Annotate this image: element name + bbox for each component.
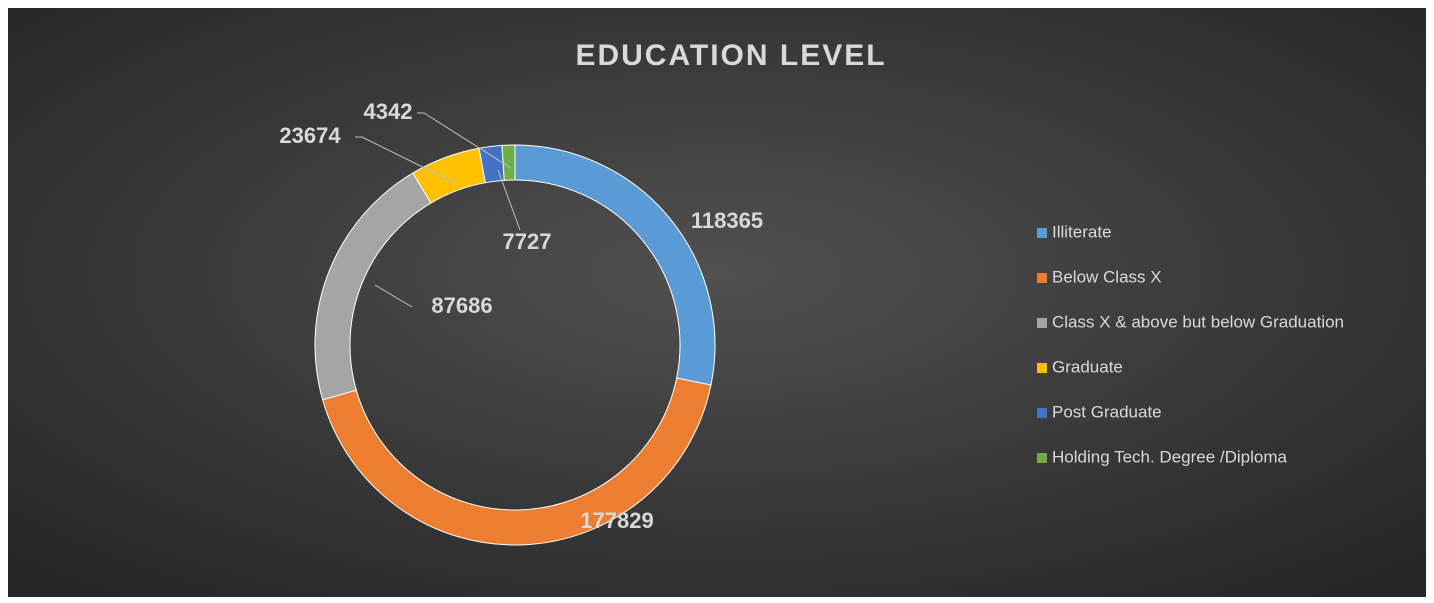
legend-swatch [1037, 453, 1047, 463]
leader-line [417, 112, 512, 169]
leader-line [355, 136, 456, 184]
chart-area [8, 8, 1426, 597]
legend-swatch [1037, 228, 1047, 238]
legend-label: Illiterate [1052, 222, 1112, 241]
legend-label: Class X & above but below Graduation [1052, 312, 1344, 331]
legend-swatch [1037, 363, 1047, 373]
data-label: 4342 [364, 99, 413, 124]
data-label: 7727 [503, 229, 552, 254]
leader-line [497, 169, 521, 231]
donut-slice [501, 144, 516, 181]
legend-swatch [1037, 408, 1047, 418]
leader-line [374, 284, 413, 308]
data-label: 87686 [431, 293, 492, 318]
legend-label: Graduate [1052, 357, 1123, 376]
legend-label: Post Graduate [1052, 402, 1162, 421]
donut-slice [322, 377, 712, 546]
data-label: 177829 [580, 508, 653, 533]
legend-swatch [1037, 273, 1047, 283]
chart-title: EDUCATION LEVEL [575, 39, 886, 72]
data-label: 118365 [691, 208, 763, 233]
legend-swatch [1037, 318, 1047, 328]
data-label: 23674 [279, 123, 341, 148]
legend-label: Below Class X [1052, 267, 1162, 286]
legend-label: Holding Tech. Degree /Diploma [1052, 447, 1288, 466]
